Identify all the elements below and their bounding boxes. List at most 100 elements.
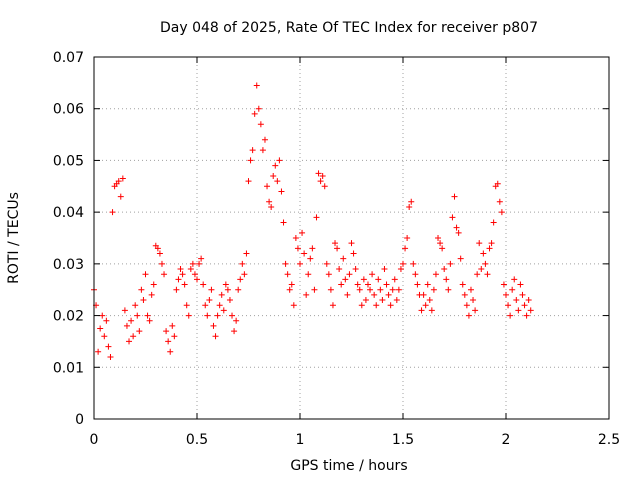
data-point [329,302,336,309]
data-point [103,317,110,324]
data-point [309,245,316,252]
x-tick-label: 2 [502,432,511,448]
data-point [387,302,394,309]
data-point [385,291,392,298]
data-point [437,240,444,247]
data-point [449,214,456,221]
data-point [383,281,390,288]
data-point [210,322,217,329]
data-point [126,338,133,345]
data-point [216,302,223,309]
data-point [136,328,143,335]
y-tick-label: 0.05 [53,153,84,169]
x-axis-tick-labels: 0 0.5 1 1.5 2 2.5 [90,432,621,448]
data-point [482,260,489,267]
data-point [140,297,147,304]
data-point [439,245,446,252]
data-point [311,286,318,293]
x-axis-label: GPS time / hours [290,458,407,474]
data-point [336,266,343,273]
data-point [268,203,275,210]
data-point [286,286,293,293]
data-point [406,203,413,210]
data-point [177,266,184,273]
data-point [503,291,509,298]
data-point [391,276,398,283]
data-point [467,286,474,293]
data-point [255,105,262,112]
data-points [91,82,534,360]
data-point [187,266,194,273]
data-point [305,271,312,278]
data-point [165,338,172,345]
data-point [369,271,376,278]
data-point [410,260,417,267]
data-point [488,240,495,247]
x-tick-label: 1 [296,432,305,448]
data-point [511,276,518,283]
data-point [432,271,439,278]
data-point [397,266,404,273]
data-point [115,178,122,185]
data-point [513,297,520,304]
data-point [354,281,361,288]
data-point [360,276,367,283]
data-point [404,235,411,241]
data-point [105,343,112,350]
data-point [424,281,431,288]
data-point [346,271,353,278]
data-point [348,240,355,247]
data-point [243,250,250,257]
data-point [121,307,128,314]
data-point [486,245,493,252]
data-point [412,271,419,278]
data-point [455,229,462,236]
data-point [181,281,188,288]
data-point [231,328,238,335]
data-point [441,266,448,273]
data-point [156,250,163,257]
data-point [297,260,303,267]
data-point [123,322,130,329]
data-point [194,276,200,283]
data-point [422,302,429,309]
data-point [132,302,139,309]
data-point [163,328,170,335]
data-point [426,297,433,304]
data-point [235,286,242,293]
data-point [453,224,460,231]
data-point [288,281,295,288]
data-point [428,307,435,314]
data-point [220,307,227,314]
data-point [367,286,374,293]
data-point [496,198,503,205]
data-point [95,348,102,355]
data-point [451,193,458,200]
data-point [257,121,264,128]
data-point [505,302,512,309]
data-point [414,281,421,288]
data-point [373,302,380,309]
data-point [521,302,528,309]
data-point [408,198,415,205]
data-point [507,312,514,319]
data-point [430,286,437,293]
data-point [206,297,213,304]
data-point [198,255,205,262]
data-point [389,286,396,293]
data-point [253,82,260,89]
data-point [196,260,203,267]
data-point [185,312,192,319]
data-point [241,271,248,278]
data-point [400,260,406,267]
data-point [472,307,479,314]
data-point [393,297,400,304]
data-point [142,271,149,278]
data-point [208,286,215,293]
data-point [200,281,207,288]
data-point [189,260,196,267]
data-point [447,260,454,267]
data-point [375,276,382,283]
data-point [352,266,359,273]
